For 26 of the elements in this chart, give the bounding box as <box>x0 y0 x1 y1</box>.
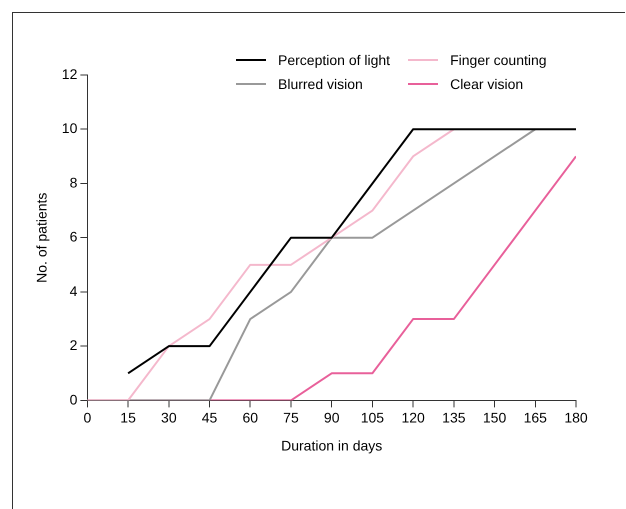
y-tick-label: 12 <box>62 66 78 82</box>
x-tick-label: 120 <box>401 410 426 426</box>
legend-label: Clear vision <box>450 76 524 92</box>
x-axis-title: Duration in days <box>281 437 382 454</box>
x-tick-label: 135 <box>442 410 466 426</box>
y-tick-label: 10 <box>62 120 78 136</box>
x-tick-label: 75 <box>283 410 299 426</box>
x-tick-label: 150 <box>482 410 506 426</box>
y-tick-label: 2 <box>70 337 78 354</box>
x-tick-label: 30 <box>161 410 177 426</box>
x-tick-label: 180 <box>564 410 588 426</box>
y-tick-label: 4 <box>70 282 78 299</box>
x-tick-label: 15 <box>120 410 136 426</box>
x-tick-label: 105 <box>360 410 384 426</box>
legend-label: Blurred vision <box>278 76 363 92</box>
legend-label: Perception of light <box>278 52 390 68</box>
x-tick-label: 165 <box>524 410 548 426</box>
y-tick-label: 0 <box>70 391 78 408</box>
y-axis-title: No. of patients <box>33 192 50 283</box>
y-tick-label: 8 <box>70 174 78 190</box>
x-tick-label: 0 <box>83 410 92 426</box>
y-tick-label: 6 <box>70 228 78 245</box>
legend-label: Finger counting <box>450 52 547 68</box>
x-tick-label: 45 <box>202 410 218 426</box>
x-tick-label: 60 <box>242 410 258 426</box>
x-tick-label: 90 <box>324 410 340 426</box>
